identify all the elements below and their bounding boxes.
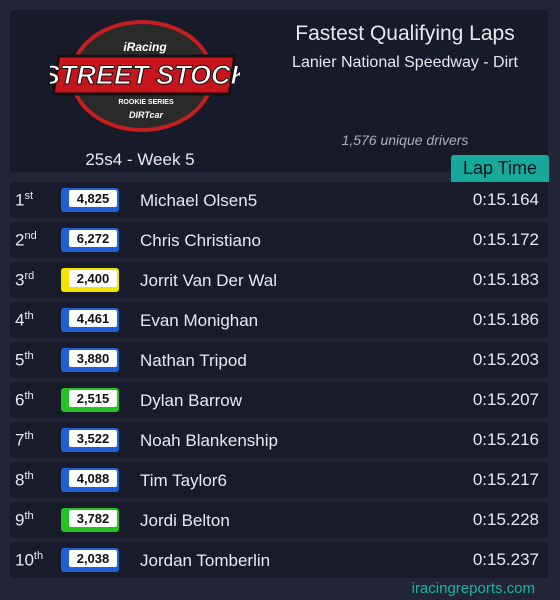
rank-number: 5 xyxy=(15,350,25,370)
rank: 9th xyxy=(15,510,34,531)
lap-time: 0:15.237 xyxy=(472,550,539,569)
rank-number: 9 xyxy=(15,510,25,530)
row: 1st 4,825 Michael Olsen5 0:15.164 xyxy=(10,182,548,218)
license-badge: 2,515 xyxy=(61,388,119,412)
license-badge: 6,272 xyxy=(61,228,119,252)
rank-number: 4 xyxy=(15,310,25,330)
driver-name: Jordan Tomberlin xyxy=(140,551,271,570)
rating: 4,088 xyxy=(69,470,117,487)
driver-name: Nathan Tripod xyxy=(140,351,247,370)
rank: 1st xyxy=(15,190,33,211)
rank: 2nd xyxy=(15,230,37,251)
rating: 3,782 xyxy=(69,510,117,527)
rank-number: 3 xyxy=(15,270,25,290)
rating: 2,515 xyxy=(69,390,117,407)
driver-name: Dylan Barrow xyxy=(140,391,243,410)
rank-number: 10 xyxy=(15,550,34,570)
rank-suffix: st xyxy=(24,190,34,202)
rating: 2,038 xyxy=(69,550,117,567)
license-badge: 4,461 xyxy=(61,308,119,332)
logo-brand: iRacing xyxy=(123,40,167,54)
rank-number: 1 xyxy=(15,190,25,210)
rating: 2,400 xyxy=(69,270,117,287)
row: 4th 4,461 Evan Monighan 0:15.186 xyxy=(10,302,548,338)
rating: 3,522 xyxy=(69,430,117,447)
rank-suffix: th xyxy=(24,350,34,362)
rank-suffix: th xyxy=(24,470,34,482)
license-badge: 3,782 xyxy=(61,508,119,532)
row: 5th 3,880 Nathan Tripod 0:15.203 xyxy=(10,342,548,378)
rank-suffix: rd xyxy=(24,270,35,282)
license-badge: 4,825 xyxy=(61,188,119,212)
lap-time: 0:15.164 xyxy=(472,190,539,209)
license-badge: 2,400 xyxy=(61,268,119,292)
rank: 6th xyxy=(15,390,34,411)
lap-time: 0:15.217 xyxy=(472,470,539,489)
title: Fastest Qualifying Laps xyxy=(295,22,515,45)
lap-time: 0:15.203 xyxy=(472,350,539,369)
row: 7th 3,522 Noah Blankenship 0:15.216 xyxy=(10,422,548,458)
row: 9th 3,782 Jordi Belton 0:15.228 xyxy=(10,502,548,538)
driver-name: Evan Monighan xyxy=(140,311,259,330)
row: 2nd 6,272 Chris Christiano 0:15.172 xyxy=(10,222,548,258)
lap-time: 0:15.183 xyxy=(472,270,539,289)
row: 6th 2,515 Dylan Barrow 0:15.207 xyxy=(10,382,548,418)
rank-number: 6 xyxy=(15,390,25,410)
row: 3rd 2,400 Jorrit Van Der Wal 0:15.183 xyxy=(10,262,548,298)
lap-time: 0:15.172 xyxy=(472,230,539,249)
row: 10th 2,038 Jordan Tomberlin 0:15.237 xyxy=(10,542,548,578)
rank-number: 7 xyxy=(15,430,25,450)
rank-number: 8 xyxy=(15,470,25,490)
driver-name: Tim Taylor6 xyxy=(140,471,227,490)
rating: 3,880 xyxy=(69,350,117,367)
rank-suffix: th xyxy=(24,310,34,322)
footer: iracingreports.com xyxy=(411,580,535,597)
rating: 4,461 xyxy=(69,310,117,327)
rank: 3rd xyxy=(15,270,34,291)
logo-series: STREET STOCK xyxy=(50,60,240,90)
rank: 4th xyxy=(15,310,34,331)
rank: 7th xyxy=(15,430,34,451)
driver-count: 1,576 unique drivers xyxy=(341,132,469,148)
license-badge: 2,038 xyxy=(61,548,119,572)
season: 25s4 - Week 5 xyxy=(85,150,195,169)
rank-suffix: th xyxy=(33,550,44,562)
lap-time: 0:15.228 xyxy=(472,510,539,529)
rank-suffix: th xyxy=(24,430,34,442)
rank: 5th xyxy=(15,350,34,371)
row: 8th 4,088 Tim Taylor6 0:15.217 xyxy=(10,462,548,498)
rating: 4,825 xyxy=(69,190,117,207)
logo-subtitle: ROOKIE SERIES xyxy=(118,99,174,106)
rank-number: 2 xyxy=(15,230,25,250)
rank: 8th xyxy=(15,470,34,491)
rank: 10th xyxy=(15,550,43,571)
license-badge: 4,088 xyxy=(61,468,119,492)
lap-time: 0:15.216 xyxy=(472,430,539,449)
column-header: Lap Time xyxy=(451,155,549,182)
rating: 6,272 xyxy=(69,230,117,247)
license-badge: 3,880 xyxy=(61,348,119,372)
license-badge: 3,522 xyxy=(61,428,119,452)
rank-suffix: th xyxy=(24,510,34,522)
logo: iRacing STREET STOCK ROOKIE SERIES DIRTc… xyxy=(50,20,240,132)
lap-time: 0:15.186 xyxy=(472,310,539,329)
rank-suffix: th xyxy=(24,390,34,402)
driver-name: Michael Olsen5 xyxy=(140,191,258,210)
rank-suffix: nd xyxy=(24,230,37,242)
lap-time: 0:15.207 xyxy=(472,390,539,409)
header-panel: iRacing STREET STOCK ROOKIE SERIES DIRTc… xyxy=(10,10,548,172)
driver-name: Noah Blankenship xyxy=(140,431,278,450)
driver-name: Chris Christiano xyxy=(140,231,261,250)
logo-sponsor: DIRTcar xyxy=(129,110,164,120)
driver-name: Jordi Belton xyxy=(140,511,230,530)
driver-name: Jorrit Van Der Wal xyxy=(140,271,277,290)
track: Lanier National Speedway - Dirt xyxy=(292,54,518,71)
